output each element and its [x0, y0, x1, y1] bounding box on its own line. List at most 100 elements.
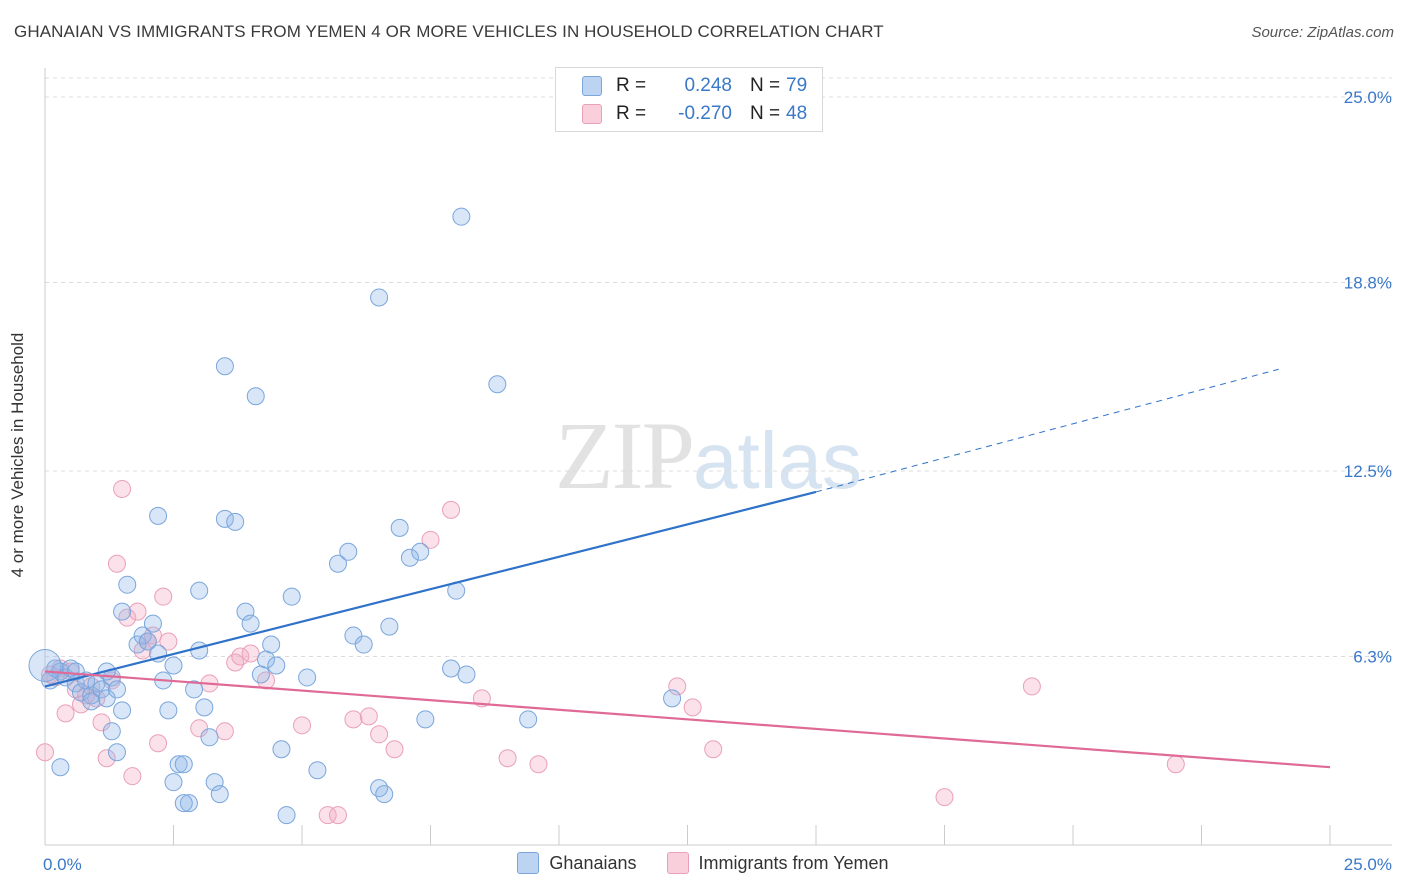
yemen-point [118, 608, 137, 627]
yemen-point [133, 641, 152, 660]
yemen-point [77, 686, 96, 705]
yemen-point [385, 740, 404, 759]
ghanaians-point [143, 614, 162, 633]
chart-title: GHANAIAN VS IMMIGRANTS FROM YEMEN 4 OR M… [14, 22, 884, 41]
ghanaians-point [51, 758, 70, 777]
yemen-trend-line [44, 670, 1331, 769]
ghanaians-point [226, 512, 245, 531]
yemen-point [293, 716, 311, 735]
yemen-point [149, 734, 168, 753]
ghanaians-point [190, 641, 209, 660]
ghanaians-point [488, 375, 507, 394]
ghanaians-point [164, 656, 183, 675]
ghanaians-point [442, 659, 461, 678]
watermark: ZIPatlas [555, 400, 862, 511]
ghanaians-point [267, 656, 286, 675]
yemen-point [529, 755, 548, 774]
ghanaians-point [282, 587, 301, 606]
ghanaians-point [185, 680, 204, 699]
ghanaians-point [215, 509, 234, 528]
ghanaians-point [71, 683, 90, 702]
ghanaians-point [28, 648, 62, 682]
ghanaians-point [241, 614, 260, 633]
yemen-point [328, 806, 347, 825]
yemen-point [1022, 677, 1041, 696]
ghanaians-point [457, 665, 476, 684]
yemen-point [498, 749, 517, 768]
ghanaians-point [200, 728, 219, 747]
ghanaians-point [339, 542, 358, 561]
legend-item-ghanaians[interactable]: Ghanaians [517, 852, 637, 874]
yemen-point [97, 749, 116, 768]
yemen-point [318, 806, 337, 825]
ghanaians-point [370, 288, 389, 307]
ghanaians-point [251, 665, 270, 684]
ghanaians-point [164, 773, 183, 792]
ghanaians-point [246, 387, 265, 406]
ghanaians-point [354, 635, 373, 654]
yemen-point [159, 632, 178, 651]
yemen-point [668, 677, 687, 696]
ghanaians-point [380, 617, 399, 636]
legend-row-yemen: R = -0.270 N = 48 [582, 102, 807, 126]
yemen-point [421, 530, 440, 549]
ghanaians-point [236, 602, 255, 621]
ghanaians-point [179, 794, 198, 813]
y-tick-label: 18.8% [1344, 274, 1392, 293]
watermark-atlas: atlas [693, 416, 862, 505]
yemen-point [359, 707, 378, 726]
yemen-point [241, 644, 260, 663]
ghanaians-point [174, 794, 193, 813]
chart-source: Source: ZipAtlas.com [1251, 24, 1394, 41]
ghanaians-point [411, 542, 430, 561]
ghanaians-point [102, 722, 121, 741]
yemen-point [344, 710, 363, 729]
yemen-point [226, 653, 245, 672]
yemen-point [92, 713, 111, 732]
ghanaians-legend-swatch [517, 852, 540, 874]
y-tick-label: 12.5% [1344, 462, 1392, 481]
ghanaians-point [663, 689, 682, 708]
legend-row-ghanaians: R = 0.248 N = 79 [582, 74, 807, 98]
yemen-point [56, 704, 75, 723]
ghanaians-swatch [582, 76, 602, 96]
yemen-point [683, 698, 702, 717]
yemen-point [87, 689, 106, 708]
y-axis-label: 4 or more Vehicles in Household [8, 332, 27, 578]
yemen-swatch [582, 104, 602, 124]
ghanaians-point [328, 554, 347, 573]
ghanaians-point [344, 626, 363, 645]
ghanaians-point [159, 701, 178, 720]
ghanaians-point [416, 710, 435, 729]
ghanaians-point [82, 686, 101, 705]
yemen-point [113, 479, 132, 498]
ghanaians-point [133, 626, 152, 645]
correlation-legend: R = 0.248 N = 79 R = -0.270 N = 48 [555, 67, 823, 132]
yemen-legend-swatch [666, 852, 689, 874]
legend-item-yemen[interactable]: Immigrants from Yemen [666, 852, 889, 874]
ghanaians-trend-line [44, 490, 817, 688]
ghanaians-point [128, 635, 147, 654]
yemen-point [107, 554, 126, 573]
ghanaians-point [277, 806, 296, 825]
ghanaians-point [149, 506, 168, 525]
ghanaians-point [66, 662, 85, 681]
ghanaians-point [519, 710, 538, 729]
ghanaians-point [174, 755, 193, 774]
ghanaians-point [370, 779, 389, 798]
ghanaians-point [138, 632, 157, 651]
r-value: 0.248 [684, 75, 732, 96]
ghanaians-point [113, 602, 132, 621]
yemen-point [935, 788, 954, 807]
n-value: 79 [786, 75, 808, 96]
ghanaians-point [375, 785, 394, 804]
legend-label-ghanaians: Ghanaians [549, 852, 637, 873]
ghanaians-point [400, 548, 419, 567]
ghanaians-point [113, 701, 132, 720]
series-legend: Ghanaians Immigrants from Yemen [0, 852, 1406, 874]
n-label: N = [750, 75, 781, 96]
y-tick-label: 6.3% [1353, 648, 1392, 667]
ghanaians-point [195, 698, 214, 717]
yemen-point [36, 743, 54, 762]
